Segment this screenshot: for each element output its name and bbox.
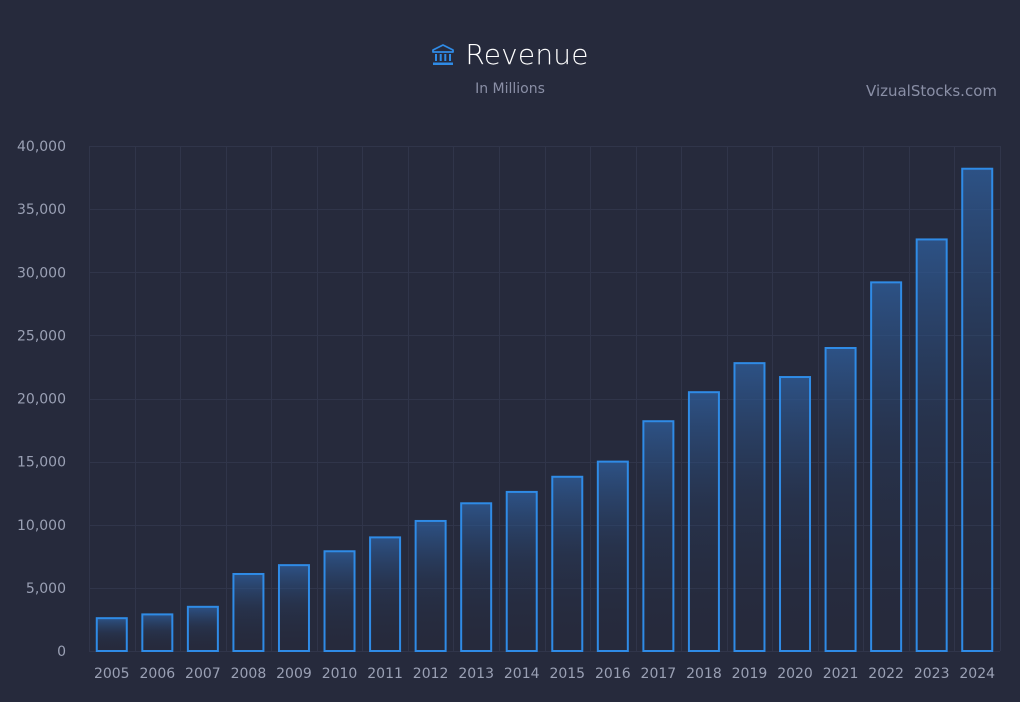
- bar-2023[interactable]: [915, 238, 948, 653]
- bar-2008[interactable]: [232, 572, 265, 652]
- bar-2013[interactable]: [460, 502, 493, 652]
- bar-2011[interactable]: [369, 536, 402, 652]
- x-tick-label: 2007: [185, 666, 221, 682]
- y-tick-label: 0: [57, 644, 66, 660]
- bar-2014[interactable]: [505, 490, 538, 652]
- bar-2010[interactable]: [323, 550, 356, 653]
- x-tick-label: 2016: [595, 666, 631, 682]
- bar-2022[interactable]: [870, 281, 903, 652]
- x-tick-label: 2018: [686, 666, 722, 682]
- bar-2018[interactable]: [687, 391, 720, 652]
- chart-title: Revenue: [465, 38, 589, 71]
- x-tick-label: 2010: [322, 666, 358, 682]
- bars: [95, 167, 994, 653]
- x-axis-tick-labels: 2005 2006 2007 2008 2009 2010 2011 2012 2013 2014…: [94, 666, 995, 682]
- x-tick-label: 2015: [549, 666, 585, 682]
- x-tick-label: 2014: [504, 666, 540, 682]
- y-tick-label: 35,000: [17, 202, 66, 218]
- bar-2021[interactable]: [824, 347, 857, 652]
- x-tick-label: 2005: [94, 666, 130, 682]
- chart-subtitle: In Millions: [475, 81, 545, 97]
- x-tick-label: 2006: [140, 666, 176, 682]
- title-row: Revenue: [0, 38, 1020, 71]
- bar-2020[interactable]: [779, 376, 812, 652]
- x-tick-label: 2019: [732, 666, 768, 682]
- x-tick-label: 2009: [276, 666, 312, 682]
- chart-header: Revenue In Millions: [0, 38, 1020, 97]
- bar-2024[interactable]: [961, 167, 994, 652]
- x-tick-label: 2021: [823, 666, 859, 682]
- bar-2017[interactable]: [642, 420, 675, 652]
- y-tick-label: 30,000: [17, 265, 66, 281]
- x-tick-label: 2023: [914, 666, 950, 682]
- x-tick-label: 2013: [458, 666, 494, 682]
- brand-watermark: VizualStocks.com: [866, 82, 997, 100]
- bar-2005[interactable]: [95, 617, 128, 652]
- x-tick-label: 2011: [367, 666, 403, 682]
- y-tick-label: 40,000: [17, 139, 66, 155]
- bar-2015[interactable]: [551, 475, 584, 652]
- bank-icon: [431, 43, 455, 67]
- bar-2007[interactable]: [186, 605, 219, 652]
- y-tick-label: 15,000: [17, 455, 66, 471]
- y-tick-label: 25,000: [17, 328, 66, 344]
- bar-2006[interactable]: [141, 613, 174, 653]
- x-tick-label: 2022: [868, 666, 904, 682]
- y-tick-label: 10,000: [17, 518, 66, 534]
- grid-lines: [89, 146, 1001, 652]
- y-axis-tick-labels: 0 5,000 10,000 15,000 20,000 25,000 30,000 35,0…: [17, 139, 66, 660]
- y-tick-label: 20,000: [17, 392, 66, 408]
- x-tick-label: 2008: [231, 666, 267, 682]
- bar-2019[interactable]: [733, 362, 766, 652]
- x-tick-label: 2017: [641, 666, 677, 682]
- x-tick-label: 2020: [777, 666, 813, 682]
- x-tick-label: 2024: [959, 666, 995, 682]
- bar-2016[interactable]: [596, 460, 629, 652]
- y-tick-label: 5,000: [26, 581, 66, 597]
- bar-2009[interactable]: [277, 564, 310, 653]
- x-tick-label: 2012: [413, 666, 449, 682]
- bar-2012[interactable]: [414, 519, 447, 653]
